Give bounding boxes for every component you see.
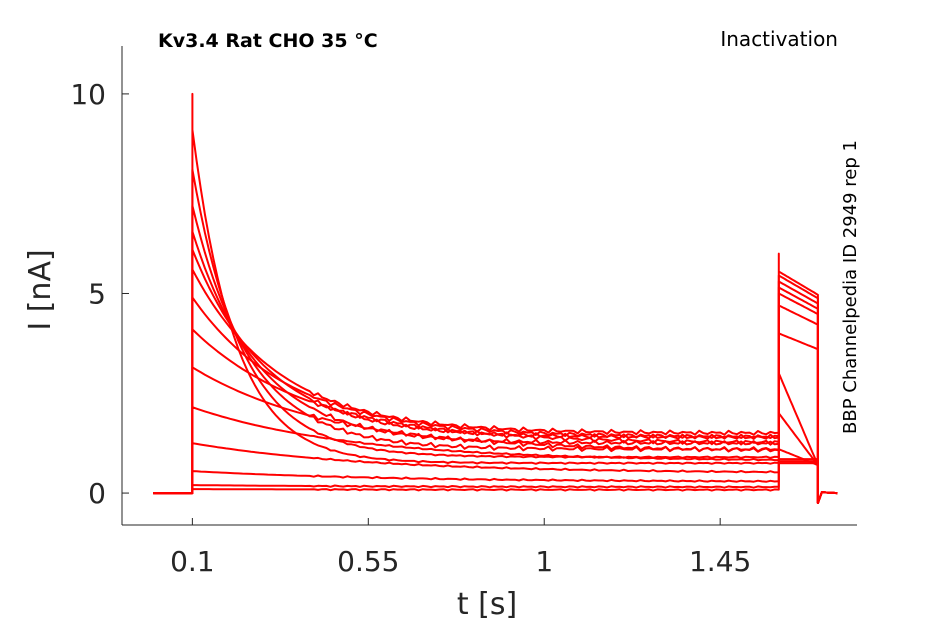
x-axis-label: t [s] — [457, 587, 517, 622]
x-tick-label: 1 — [535, 545, 553, 578]
x-tick-label: 0.1 — [170, 545, 215, 578]
current-trace — [153, 462, 838, 504]
current-trace — [153, 230, 838, 504]
plot-area — [153, 92, 838, 504]
x-tick-group: 0.1 0.55 1 1.45 — [170, 518, 751, 578]
channelpedia-id-label: BBP Channelpedia ID 2949 rep 1 — [840, 140, 861, 434]
current-trace — [153, 406, 838, 504]
x-tick-label: 1.45 — [689, 545, 751, 578]
protocol-label: Inactivation — [720, 27, 838, 51]
y-tick-group: 0 5 10 — [70, 78, 129, 510]
current-trace — [153, 92, 838, 504]
current-trace — [153, 460, 838, 504]
y-tick-label: 0 — [88, 477, 106, 510]
x-tick-label: 0.55 — [337, 545, 399, 578]
chart-title: Kv3.4 Rat CHO 35 °C — [158, 30, 378, 52]
current-trace — [153, 462, 838, 504]
y-tick-label: 10 — [70, 78, 106, 111]
trace-group — [153, 92, 838, 504]
current-trace — [153, 442, 838, 504]
y-axis-label: I [nA] — [23, 249, 58, 330]
current-trace — [153, 268, 838, 504]
current-trace — [153, 204, 838, 504]
current-trace — [153, 168, 838, 504]
current-trace — [153, 248, 838, 504]
y-tick-label: 5 — [88, 277, 106, 310]
